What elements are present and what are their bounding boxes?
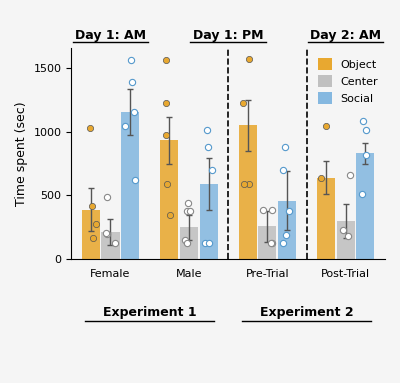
Text: Experiment 1: Experiment 1 [103,306,196,319]
Legend: Object, Center, Social: Object, Center, Social [314,54,382,108]
Text: Day 1: PM: Day 1: PM [193,29,263,42]
Bar [160,141,178,259]
Bar [337,221,355,259]
Bar [258,226,276,259]
Bar [102,232,120,259]
Bar [278,201,296,259]
Bar [180,228,198,259]
Bar [356,153,374,259]
Bar [121,112,139,259]
Bar [200,184,218,259]
Text: Experiment 2: Experiment 2 [260,306,353,319]
Bar [239,125,257,259]
Bar [317,178,335,259]
Text: Day 1: AM: Day 1: AM [75,29,146,42]
Bar [82,210,100,259]
Y-axis label: Time spent (sec): Time spent (sec) [15,101,28,206]
Text: Day 2: AM: Day 2: AM [310,29,381,42]
